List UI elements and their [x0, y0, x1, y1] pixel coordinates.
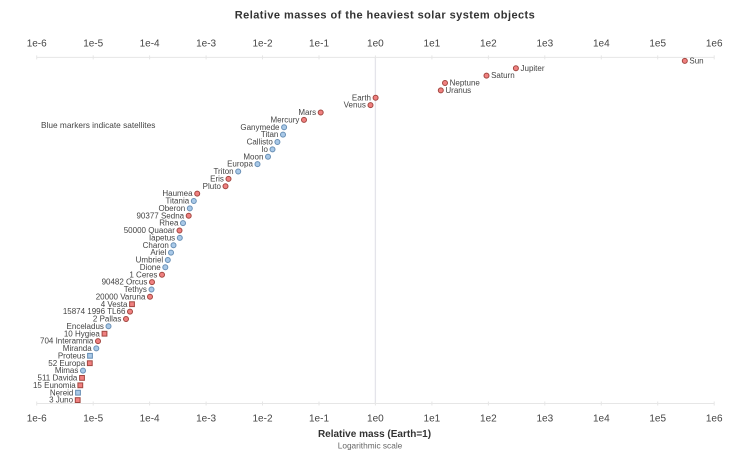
svg-text:1e1: 1e1	[424, 414, 441, 425]
svg-text:1e-4: 1e-4	[140, 39, 160, 50]
svg-text:1e-1: 1e-1	[309, 414, 329, 425]
svg-text:2 Pallas: 2 Pallas	[93, 315, 121, 324]
svg-text:1e0: 1e0	[367, 39, 384, 50]
svg-text:1e-5: 1e-5	[83, 414, 103, 425]
svg-text:Earth: Earth	[352, 93, 371, 102]
svg-text:Sun: Sun	[689, 57, 703, 66]
svg-text:1e-1: 1e-1	[309, 39, 329, 50]
svg-text:1e1: 1e1	[424, 39, 441, 50]
svg-text:Venus: Venus	[344, 101, 366, 110]
svg-text:Blue markers indicate satellit: Blue markers indicate satellites	[41, 120, 155, 130]
svg-text:Ganymede: Ganymede	[240, 123, 280, 132]
svg-text:1e4: 1e4	[593, 39, 610, 50]
svg-text:1e-6: 1e-6	[27, 414, 47, 425]
svg-text:511 Davida: 511 Davida	[38, 374, 78, 383]
svg-text:Dione: Dione	[140, 263, 161, 272]
svg-text:Moon: Moon	[243, 152, 263, 161]
svg-text:Logarithmic scale: Logarithmic scale	[338, 440, 403, 450]
svg-text:Iapetus: Iapetus	[149, 234, 175, 243]
svg-text:1e2: 1e2	[480, 414, 497, 425]
svg-text:1e0: 1e0	[367, 414, 384, 425]
svg-text:Enceladus: Enceladus	[67, 322, 104, 331]
svg-text:1e-3: 1e-3	[196, 414, 216, 425]
svg-text:52 Europa: 52 Europa	[48, 359, 85, 368]
svg-text:10 Hygiea: 10 Hygiea	[64, 329, 101, 338]
svg-text:Umbriel: Umbriel	[136, 256, 164, 265]
svg-text:15 Eunomia: 15 Eunomia	[33, 381, 76, 390]
svg-text:Triton: Triton	[213, 167, 233, 176]
svg-text:Uranus: Uranus	[445, 86, 471, 95]
svg-text:4 Vesta: 4 Vesta	[101, 300, 128, 309]
svg-text:Relative masses of the heavies: Relative masses of the heaviest solar sy…	[235, 9, 535, 21]
svg-text:90482 Orcus: 90482 Orcus	[102, 278, 148, 287]
svg-text:Proteus: Proteus	[58, 351, 86, 360]
svg-text:3 Juno: 3 Juno	[49, 396, 74, 405]
svg-text:Neptune: Neptune	[450, 79, 481, 88]
svg-text:1e3: 1e3	[536, 39, 553, 50]
svg-text:1e-6: 1e-6	[27, 39, 47, 50]
svg-text:Tethys: Tethys	[124, 285, 147, 294]
svg-text:Callisto: Callisto	[247, 138, 274, 147]
svg-text:Mercury: Mercury	[271, 116, 300, 125]
svg-text:50000 Quaoar: 50000 Quaoar	[124, 226, 175, 235]
svg-text:Ariel: Ariel	[150, 248, 166, 257]
svg-text:90377 Sedna: 90377 Sedna	[136, 211, 184, 220]
svg-text:1e5: 1e5	[649, 414, 666, 425]
svg-text:Eris: Eris	[210, 175, 224, 184]
svg-text:Nereid: Nereid	[50, 388, 74, 397]
svg-text:Titan: Titan	[261, 130, 279, 139]
svg-text:1 Ceres: 1 Ceres	[129, 270, 157, 279]
svg-text:Titania: Titania	[165, 197, 189, 206]
svg-text:1e-2: 1e-2	[252, 414, 272, 425]
svg-text:1e6: 1e6	[706, 414, 723, 425]
svg-text:Haumea: Haumea	[162, 189, 193, 198]
svg-text:Relative mass (Earth=1): Relative mass (Earth=1)	[318, 429, 431, 440]
svg-text:704 Interamnia: 704 Interamnia	[40, 337, 94, 346]
svg-text:Mimas: Mimas	[55, 366, 79, 375]
svg-text:1e-3: 1e-3	[196, 39, 216, 50]
svg-text:Charon: Charon	[143, 241, 169, 250]
svg-text:1e-4: 1e-4	[140, 414, 160, 425]
svg-text:Saturn: Saturn	[491, 71, 515, 80]
svg-text:Miranda: Miranda	[63, 344, 92, 353]
svg-text:1e4: 1e4	[593, 414, 610, 425]
svg-text:Io: Io	[261, 145, 268, 154]
svg-text:Oberon: Oberon	[159, 204, 186, 213]
svg-text:Rhea: Rhea	[159, 219, 179, 228]
svg-text:1e3: 1e3	[536, 414, 553, 425]
svg-text:Europa: Europa	[227, 160, 253, 169]
svg-text:1e-2: 1e-2	[252, 39, 272, 50]
svg-text:1e2: 1e2	[480, 39, 497, 50]
svg-text:Jupiter: Jupiter	[521, 64, 545, 73]
svg-text:1e-5: 1e-5	[83, 39, 103, 50]
svg-text:Mars: Mars	[298, 108, 316, 117]
svg-text:15874 1996 TL66: 15874 1996 TL66	[63, 307, 126, 316]
svg-text:1e6: 1e6	[706, 39, 723, 50]
svg-text:Pluto: Pluto	[203, 182, 222, 191]
svg-text:20000 Varuna: 20000 Varuna	[96, 292, 146, 301]
svg-text:1e5: 1e5	[649, 39, 666, 50]
